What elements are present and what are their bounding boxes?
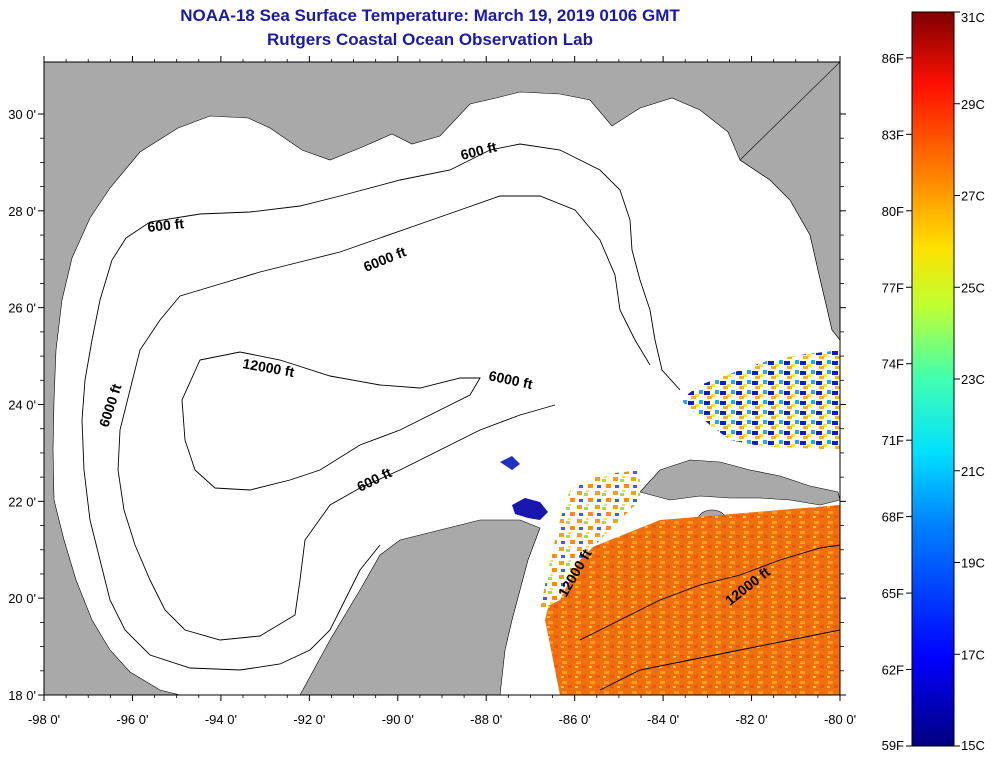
colorbar-celsius-label: 27C	[961, 189, 985, 204]
map-title: NOAA-18 Sea Surface Temperature: March 1…	[180, 6, 680, 25]
land-cuba	[639, 459, 840, 506]
lat-tick-label: 20 0'	[8, 591, 36, 606]
colorbar-celsius-label: 23C	[961, 372, 985, 387]
sst-caribbean-warm	[545, 505, 840, 695]
lat-tick-label: 28 0'	[8, 204, 36, 219]
colorbar-fahrenheit-label: 74F	[882, 357, 904, 372]
lon-tick-label: -96 0'	[116, 712, 148, 727]
colorbar-celsius-label: 29C	[961, 97, 985, 112]
colorbar-ticks: 31C 29C 27C 25C 23C 21C 19C 17C 15C 86F 83F 80F 77F 7…	[882, 10, 985, 753]
lat-tick-label: 18 0'	[8, 688, 36, 703]
colorbar-fahrenheit-label: 86F	[882, 51, 904, 66]
lon-tick-label: -80 0'	[824, 712, 856, 727]
land-yucatan	[299, 519, 541, 695]
contour-6000ft	[179, 195, 651, 366]
lon-tick-label: -90 0'	[382, 712, 414, 727]
colorbar-celsius-label: 19C	[961, 556, 985, 571]
contour-12000ft	[181, 351, 481, 491]
contour-600ft-north	[111, 143, 681, 391]
colorbar-celsius-label: 17C	[961, 647, 985, 662]
lat-tick-label: 22 0'	[8, 494, 36, 509]
lon-tick-label: -92 0'	[293, 712, 325, 727]
bathymetry-contours	[81, 143, 840, 691]
colorbar-fahrenheit-label: 68F	[882, 510, 904, 525]
sst-cold-patch	[512, 498, 548, 520]
lon-tick-label: -98 0'	[28, 712, 60, 727]
colorbar-celsius-label: 31C	[961, 10, 985, 25]
land-florida	[739, 62, 840, 341]
contour-6000ft-west	[117, 295, 556, 641]
colorbar-fahrenheit-label: 83F	[882, 127, 904, 142]
lat-tick-label: 26 0'	[8, 301, 36, 316]
lon-tick-label: -82 0'	[735, 712, 767, 727]
contour-600ft-west	[81, 259, 381, 671]
contour-12000ft-carib-2	[599, 629, 840, 691]
lon-tick-label: -94 0'	[205, 712, 237, 727]
sst-florida-straits	[680, 350, 840, 450]
lon-tick-label: -88 0'	[470, 712, 502, 727]
contour-12000ft-carib	[579, 544, 840, 641]
colorbar-celsius-label: 21C	[961, 464, 985, 479]
sst-yucatan-channel	[540, 470, 640, 610]
sst-cold-patch-2	[500, 456, 520, 470]
colorbar-fahrenheit-label: 62F	[882, 663, 904, 678]
latitude-axis: 30 0' 28 0' 26 0' 24 0' 22 0' 20 0' 18 0'	[8, 107, 846, 703]
colorbar-celsius-label: 15C	[961, 738, 985, 753]
colorbar-fahrenheit-label: 59F	[882, 738, 904, 753]
lat-tick-label: 30 0'	[8, 107, 36, 122]
map-subtitle: Rutgers Coastal Ocean Observation Lab	[267, 30, 593, 49]
colorbar-celsius-label: 25C	[961, 280, 985, 295]
colorbar-fahrenheit-label: 65F	[882, 586, 904, 601]
colorbar-fahrenheit-label: 77F	[882, 280, 904, 295]
lat-tick-label: 24 0'	[8, 398, 36, 413]
lake-okeechobee	[793, 258, 811, 276]
colorbar	[911, 11, 955, 747]
colorbar-fahrenheit-label: 71F	[882, 433, 904, 448]
lon-tick-label: -84 0'	[647, 712, 679, 727]
lon-tick-label: -86 0'	[559, 712, 591, 727]
colorbar-fahrenheit-label: 80F	[882, 204, 904, 219]
contour-label: 600 ft	[147, 215, 185, 235]
longitude-axis: -98 0' -96 0' -94 0' -92 0' -90 0' -88 0' -86 …	[28, 56, 856, 727]
